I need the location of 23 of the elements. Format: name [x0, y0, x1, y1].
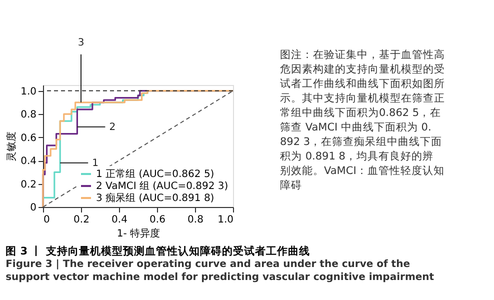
y-tick-label: 0.8 [20, 110, 36, 121]
y-tick-label: 0.2 [20, 179, 36, 190]
legend-label: 2 VaMCI 组 (AUC=0.892 3) [96, 180, 228, 192]
x-tick-label: 0.4 [112, 214, 128, 226]
legend-label: 3 痴呆组 (AUC=0.891 8) [96, 192, 214, 204]
annotation: 1 [92, 158, 98, 169]
x-tick-label: 1.0 [218, 214, 234, 226]
text: 图 3 丨 支持向量机模型预测血管性认知障碍的受试者工作曲线 [6, 244, 310, 258]
text: Figure 3 | The receiver operating curve and area under the curve of the support vector machine model for predicting vascular cognitive impairment [6, 259, 434, 283]
legend-label: 1 正常组 (AUC=0.862 5) [96, 168, 214, 180]
x-tick-label: 0 [44, 214, 50, 226]
x-tick-label: 0.8 [188, 214, 204, 226]
y-tick-label: 0.6 [20, 132, 36, 144]
annotation: 2 [109, 122, 116, 133]
y-tick-label: 0.4 [20, 156, 36, 168]
x-axis-title: 1- 特异度 [116, 228, 160, 240]
x-tick-label: 0.2 [74, 214, 90, 226]
y-axis-title: 灵敏度 [6, 132, 18, 162]
y-tick-label: 1.0 [20, 86, 36, 98]
y-tick-label: 0 [30, 202, 36, 214]
text: 图注：在验证集中，基于血管性高危因素构建的支持向量机模型的受试者工作曲线和曲线下面积如图所示。其中支持向量机模型在筛查正常组中曲线下面积为0.862 5，在筛查 VaMCI 中曲线下面积为 0.892 3，在筛查痴呆组中曲线下面积为 0.891 8，均具有良好的辨别效能。VaMCI：血管性轻度认知障碍 [280, 49, 445, 192]
annotation: 3 [78, 37, 84, 48]
x-tick-label: 0.6 [150, 214, 166, 226]
